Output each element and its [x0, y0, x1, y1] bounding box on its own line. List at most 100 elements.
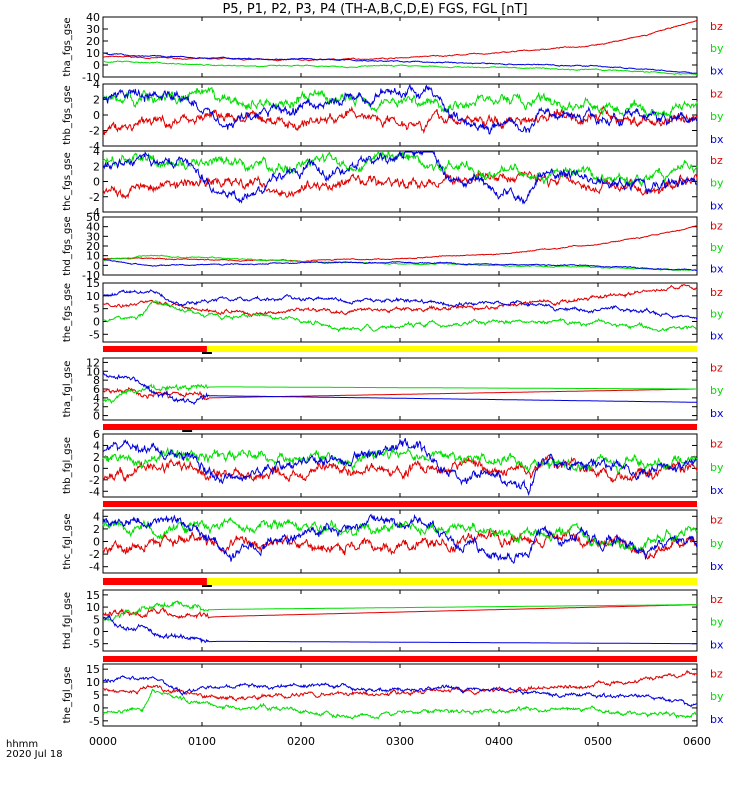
series-label-bx: bx: [710, 330, 724, 343]
y-tick-label: -4: [89, 561, 100, 574]
state-bar-segment: [103, 656, 697, 662]
y-tick-label: 10: [86, 601, 100, 614]
y-tick-label: 0: [93, 315, 100, 328]
series-label-bz: bz: [710, 593, 723, 606]
series-line-by: [102, 300, 698, 333]
y-tick-label: 0: [93, 259, 100, 272]
y-tick-label: -4: [89, 140, 100, 153]
y-tick-label: 12: [86, 356, 100, 369]
plot-title: P5, P1, P2, P3, P4 (TH-A,B,C,D,E) FGS, F…: [222, 2, 528, 17]
y-tick-label: -10: [82, 269, 100, 282]
series-label-by: by: [710, 177, 724, 190]
series-label-bx: bx: [710, 484, 724, 497]
state-bar-segment: [206, 578, 697, 585]
series-line-bz: [102, 386, 697, 401]
y-tick-label: 15: [86, 589, 100, 602]
y-tick-label: 40: [86, 11, 100, 24]
series-label-bz: bz: [710, 437, 723, 450]
series-label-bz: bz: [710, 286, 723, 299]
x-tick-label: 0100: [188, 735, 216, 748]
state-bar-marker: [182, 430, 193, 432]
y-tick-label: 30: [86, 23, 100, 36]
y-tick-label: 10: [86, 676, 100, 689]
x-tick-label: 0000: [89, 735, 117, 748]
series-label-bz: bz: [710, 87, 723, 100]
series-label-by: by: [710, 241, 724, 254]
y-tick-label: 4: [93, 145, 100, 158]
series-label-by: by: [710, 384, 724, 397]
y-tick-label: -4: [89, 206, 100, 219]
series-line-bx: [102, 614, 697, 645]
state-bar-marker: [202, 585, 212, 587]
series-label-by: by: [710, 690, 724, 703]
y-tick-label: 15: [86, 663, 100, 676]
y-tick-label: 0: [93, 462, 100, 475]
y-tick-label: 0: [93, 536, 100, 549]
series-line-bx: [102, 83, 698, 135]
series-line-bz: [103, 284, 698, 318]
y-tick-label: -2: [89, 125, 100, 138]
series-line-by: [103, 254, 697, 271]
series-label-by: by: [710, 42, 724, 55]
panel-ylabel: thb_fgl_gse: [62, 437, 73, 494]
y-tick-label: 5: [93, 689, 100, 702]
series-label-by: by: [710, 461, 724, 474]
series-label-bz: bz: [710, 220, 723, 233]
series-line-bx: [102, 289, 698, 320]
x-tick-label: 0500: [584, 735, 612, 748]
y-tick-label: 20: [86, 240, 100, 253]
series-line-bz: [102, 225, 697, 263]
series-line-by: [102, 87, 698, 118]
date-label: 2020 Jul 18: [6, 749, 63, 760]
x-tick-label: 0400: [485, 735, 513, 748]
y-tick-label: 10: [86, 47, 100, 60]
y-tick-label: 0: [93, 625, 100, 638]
y-tick-label: 15: [86, 277, 100, 290]
y-tick-label: 2: [93, 94, 100, 107]
series-line-bz: [102, 528, 698, 560]
series-label-bz: bz: [710, 20, 723, 33]
series-label-by: by: [710, 110, 724, 123]
state-bar-segment: [103, 424, 697, 430]
series-label-by: by: [710, 537, 724, 550]
y-tick-label: 2: [93, 451, 100, 464]
y-tick-label: 5: [93, 613, 100, 626]
series-line-bx: [102, 371, 697, 405]
y-tick-label: 4: [93, 392, 100, 405]
y-tick-label: -4: [89, 485, 100, 498]
y-tick-label: -10: [82, 71, 100, 84]
series-label-bz: bz: [710, 154, 723, 167]
series-line-bz: [102, 669, 698, 702]
panel-frame: [102, 16, 698, 78]
series-label-bz: bz: [710, 667, 723, 680]
series-line-bz: [102, 604, 698, 620]
y-tick-label: 50: [86, 211, 100, 224]
series-line-by: [102, 150, 698, 188]
state-bar-segment: [103, 501, 697, 507]
series-label-bx: bx: [710, 713, 724, 726]
y-tick-label: 2: [93, 401, 100, 414]
series-label-bx: bx: [710, 263, 724, 276]
series-line-bz: [102, 454, 698, 483]
y-tick-label: -5: [89, 328, 100, 341]
y-tick-label: 4: [93, 78, 100, 91]
panel-ylabel: thc_fgl_gse: [62, 513, 73, 569]
y-tick-label: 30: [86, 230, 100, 243]
panel-frame: [102, 663, 698, 727]
series-label-bz: bz: [710, 361, 723, 374]
state-bar-segment: [103, 578, 207, 585]
panel-frame: [102, 509, 698, 574]
series-label-by: by: [710, 616, 724, 629]
panel-ylabel: thd_fgl_gse: [62, 592, 73, 649]
panel-frame: [102, 433, 698, 498]
x-tick-label: 0300: [386, 735, 414, 748]
y-tick-label: 4: [93, 439, 100, 452]
x-tick-label: 0600: [683, 735, 711, 748]
y-tick-label: 2: [93, 160, 100, 173]
y-tick-label: 10: [86, 365, 100, 378]
y-tick-label: -2: [89, 548, 100, 561]
y-tick-label: -5: [89, 715, 100, 728]
y-tick-label: 5: [93, 303, 100, 316]
y-tick-label: -2: [89, 191, 100, 204]
